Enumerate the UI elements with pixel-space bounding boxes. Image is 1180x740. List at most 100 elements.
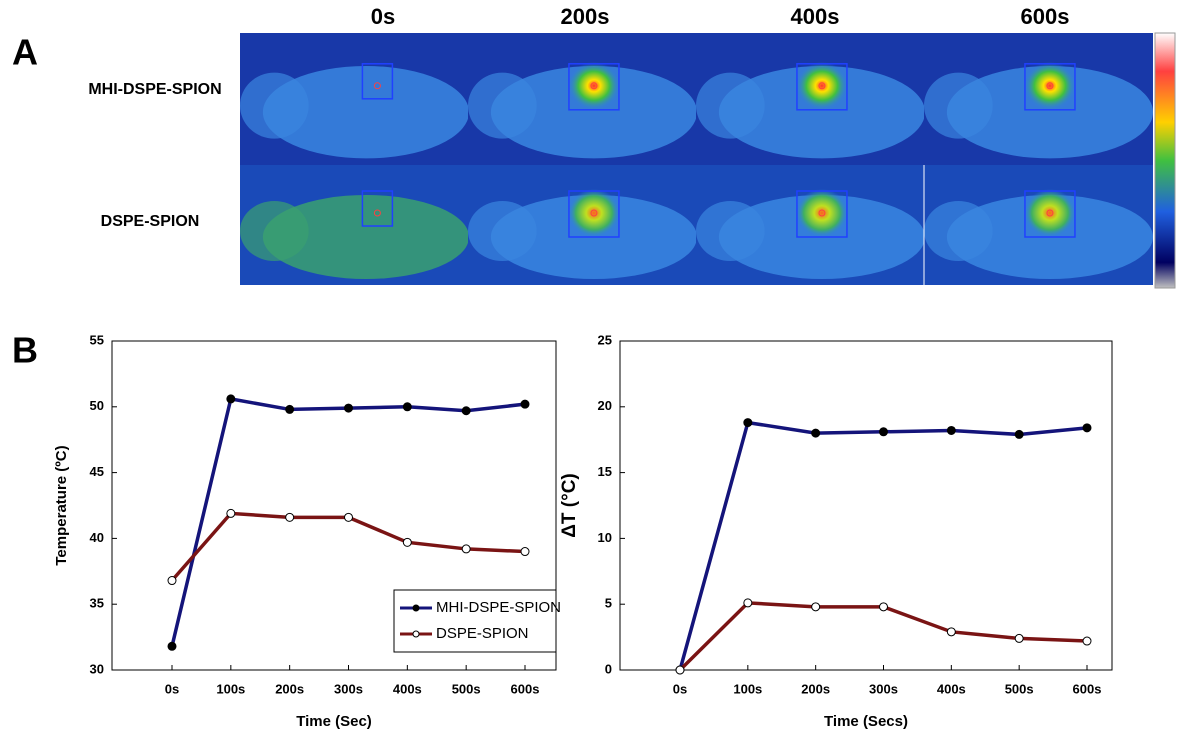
mouse-body	[262, 195, 470, 279]
x-axis-label: Time (Sec)	[296, 713, 372, 730]
x-tick-label: 0s	[673, 681, 687, 696]
roi-point	[373, 82, 381, 90]
hotspot	[795, 189, 848, 237]
y-tick-label: 25	[598, 332, 612, 347]
data-point	[167, 576, 177, 586]
mouse-head	[240, 201, 309, 261]
mouse-body	[718, 66, 925, 159]
plot-frame	[619, 340, 1113, 671]
roi-box	[796, 190, 848, 238]
roi-box	[568, 190, 620, 238]
y-tick-label: 35	[90, 596, 104, 611]
hotspot	[567, 189, 620, 237]
x-tick-label: 400s	[393, 681, 422, 696]
row-label: MHI-DSPE-SPION	[88, 81, 221, 98]
data-point	[1014, 633, 1024, 643]
legend-label: DSPE-SPION	[436, 625, 529, 642]
mouse-head	[468, 201, 537, 261]
roi-point	[373, 209, 381, 217]
data-point	[1014, 429, 1024, 439]
series-line	[170, 511, 526, 582]
hotspot	[1023, 61, 1076, 110]
y-axis-label: ΔT (°C)	[559, 473, 580, 538]
roi-box	[1024, 190, 1076, 238]
mouse-head	[468, 72, 537, 139]
data-point	[226, 508, 236, 518]
data-point	[167, 641, 177, 651]
x-tick-label: 600s	[1073, 681, 1102, 696]
roi-box	[361, 190, 394, 227]
y-tick-label: 0	[605, 661, 612, 676]
hotspot	[795, 61, 848, 110]
y-tick-label: 20	[598, 398, 612, 413]
panel-label: A	[12, 32, 38, 73]
legend-marker	[412, 630, 420, 638]
roi-point	[590, 209, 598, 217]
data-point	[879, 602, 888, 612]
data-point	[461, 544, 471, 554]
y-tick-label: 5	[605, 596, 612, 611]
x-tick-label: 100s	[216, 681, 245, 696]
x-tick-label: 0s	[165, 681, 179, 696]
data-point	[285, 512, 295, 522]
x-tick-label: 400s	[937, 681, 966, 696]
mouse-body	[946, 66, 1153, 159]
y-tick-label: 40	[90, 530, 104, 545]
x-tick-label: 100s	[733, 681, 762, 696]
mouse-body	[490, 66, 697, 159]
mouse-head	[924, 72, 993, 139]
roi-point	[818, 209, 826, 217]
x-tick-label: 500s	[452, 681, 481, 696]
mouse-head	[696, 72, 765, 139]
mouse-head	[924, 201, 993, 261]
y-tick-label: 15	[598, 464, 612, 479]
y-tick-label: 50	[90, 398, 104, 413]
y-tick-label: 55	[90, 332, 104, 347]
x-axis-label: Time (Secs)	[824, 713, 908, 730]
series-line	[678, 601, 1088, 672]
roi-point	[590, 82, 598, 90]
series-line	[678, 420, 1088, 671]
hotspot	[567, 61, 620, 110]
roi-box	[796, 63, 848, 111]
y-tick-label: 30	[90, 661, 104, 676]
data-point	[520, 547, 530, 557]
y-tick-label: 45	[90, 464, 104, 479]
x-tick-label: 300s	[869, 681, 898, 696]
panel-label: B	[12, 330, 38, 371]
y-axis-label: Temperature (ºC)	[53, 445, 70, 565]
data-point	[811, 602, 821, 612]
roi-point	[1046, 209, 1054, 217]
x-tick-label: 200s	[275, 681, 304, 696]
legend-marker	[412, 604, 420, 612]
data-point	[344, 403, 353, 413]
roi-box	[1024, 63, 1076, 111]
data-point	[743, 598, 753, 608]
data-point	[1082, 423, 1092, 433]
roi-point	[818, 82, 826, 90]
x-tick-label: 600s	[511, 681, 540, 696]
x-tick-label: 500s	[1005, 681, 1034, 696]
data-point	[1082, 636, 1092, 646]
legend-label: MHI-DSPE-SPION	[436, 599, 561, 616]
y-tick-label: 10	[598, 530, 612, 545]
data-point	[402, 402, 412, 412]
legend-box	[393, 589, 557, 653]
data-point	[879, 427, 888, 437]
data-point	[461, 406, 471, 416]
column-label: 0s	[371, 4, 395, 29]
data-point	[946, 627, 956, 637]
hotspot	[1023, 189, 1076, 237]
roi-box	[361, 63, 394, 100]
roi-box	[568, 63, 620, 111]
data-point	[226, 394, 236, 404]
mouse-body	[262, 66, 470, 159]
data-point	[285, 404, 295, 414]
data-point	[675, 665, 685, 675]
color-bar	[1154, 32, 1176, 289]
mouse-head	[696, 201, 765, 261]
x-tick-label: 200s	[801, 681, 830, 696]
data-point	[520, 399, 530, 409]
x-tick-label: 300s	[334, 681, 363, 696]
